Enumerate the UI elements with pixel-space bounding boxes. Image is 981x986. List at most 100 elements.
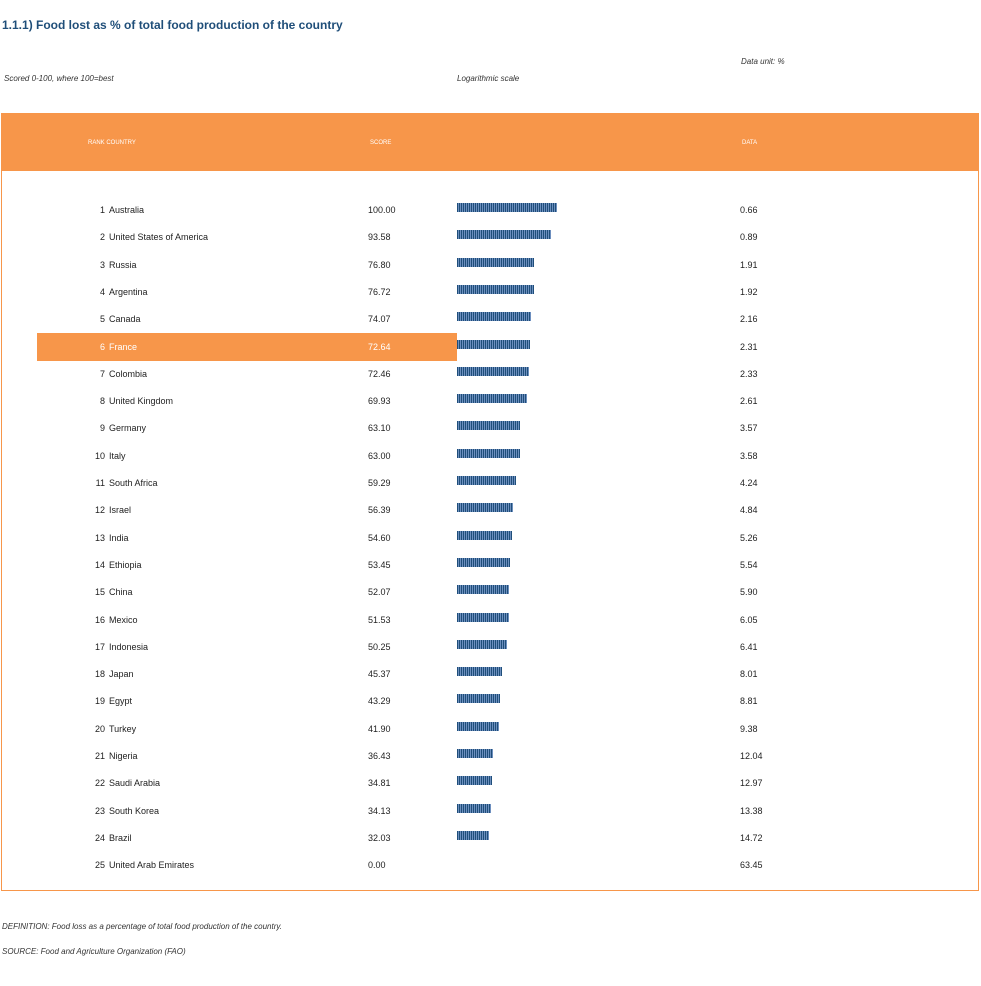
data-value: 12.04 [740,751,763,761]
rank-label: 12 [94,505,105,516]
score-label: 45.37 [368,669,391,680]
rank-label: 8 [99,396,105,407]
data-value: 13.38 [740,805,763,816]
rank-label: 17 [94,641,105,652]
country-label: Saudi Arabia [109,778,161,789]
scored-note: Scored 0-100, where 100=best [4,74,114,83]
table-row: 23 South Korea 34.13 [37,797,457,825]
data-value: 5.54 [740,559,758,570]
score-bar [457,339,530,349]
table-row: 6 France 72.64 [37,332,457,361]
rank-label: 9 [99,423,105,434]
score-label: 72.64 [368,341,391,352]
table-row: 5 Canada 74.07 [37,305,457,333]
country-label: Russia [109,259,137,270]
rank-label: 23 [94,805,105,816]
score-label: 52.07 [368,587,391,598]
table-row: 13 India 54.60 [37,524,457,552]
score-label: 34.81 [368,778,391,789]
country-label: Japan [109,669,134,680]
country-label: Colombia [109,368,148,379]
score-bar [457,612,509,622]
score-bar [457,721,499,731]
table-row: 11 South Africa 59.29 [37,469,457,497]
country-label: Brazil [109,832,132,843]
country-label: Canada [109,314,141,325]
score-label: 100.00 [368,205,396,215]
score-label: 0.00 [368,860,386,871]
score-label: 43.29 [368,696,391,707]
source-note: SOURCE: Food and Agriculture Organizatio… [2,947,186,956]
score-bar [457,749,494,758]
score-bar [457,530,512,540]
score-label: 34.13 [368,805,391,816]
table-row: 18 Japan 45.37 [37,660,457,688]
score-label: 69.93 [368,396,391,407]
score-label: 32.03 [368,832,391,843]
rank-label: 13 [94,532,105,543]
country-label: United Arab Emirates [109,860,195,871]
country-label: Argentina [109,286,148,297]
rank-label: 18 [94,669,105,680]
data-value: 6.41 [740,641,758,652]
rank-label: 3 [99,259,105,270]
table-row: 17 Indonesia 50.25 [37,633,457,661]
score-label: 63.00 [368,450,391,461]
country-label: Italy [109,450,126,461]
rank-label: 21 [94,751,105,761]
header-rank-country: RANK COUNTRY [88,140,136,146]
country-label: Egypt [109,696,133,707]
data-value: 6.05 [740,614,758,625]
data-value: 2.33 [740,368,758,379]
data-value: 0.89 [740,232,758,243]
data-value: 2.31 [740,341,758,352]
score-label: 93.58 [368,232,391,243]
data-value: 4.24 [740,478,758,488]
rank-label: 6 [99,341,105,352]
scale-note: Logarithmic scale [457,74,520,83]
country-label: Israel [109,505,132,516]
table-row: 1 Australia 100.00 [37,196,457,224]
country-label: United States of America [109,232,209,243]
data-value: 2.61 [740,396,758,407]
data-value: 63.45 [740,860,763,871]
score-label: 56.39 [368,505,391,516]
score-label: 51.53 [368,614,391,625]
data-value: 5.26 [740,532,758,543]
country-label: Mexico [109,614,138,625]
data-value: 1.91 [740,259,758,270]
table-row: 10 Italy 63.00 [37,442,457,470]
country-label: Turkey [109,723,137,734]
rank-label: 20 [94,723,105,734]
country-label: Indonesia [109,641,149,652]
table-row: 21 Nigeria 36.43 [37,742,457,770]
rank-label: 16 [94,614,105,625]
rank-label: 2 [99,232,105,243]
score-bar [457,448,520,458]
rank-label: 1 [99,205,105,215]
country-label: South Africa [109,478,158,488]
country-label: United Kingdom [109,396,174,407]
country-label: Ethiopia [109,559,142,570]
score-label: 53.45 [368,559,391,570]
table-row: 25 United Arab Emirates 0.00 [37,851,457,879]
data-value: 3.57 [740,423,758,434]
data-value: 3.58 [740,450,758,461]
table-row: 7 Colombia 72.46 [37,360,457,388]
score-bar [457,394,527,404]
score-bar [457,776,492,786]
country-label: China [109,587,133,598]
score-label: 76.80 [368,259,391,270]
data-value: 12.97 [740,778,763,789]
score-bar [457,312,532,322]
rank-label: 14 [94,559,105,570]
data-value: 8.01 [740,669,758,680]
rank-label: 19 [94,696,105,707]
table-row: 4 Argentina 76.72 [37,278,457,306]
score-label: 74.07 [368,314,391,325]
data-unit-label: Data unit: % [741,57,785,66]
score-label: 72.46 [368,368,391,379]
rank-label: 15 [94,587,105,598]
score-label: 36.43 [368,751,391,761]
score-label: 76.72 [368,286,391,297]
